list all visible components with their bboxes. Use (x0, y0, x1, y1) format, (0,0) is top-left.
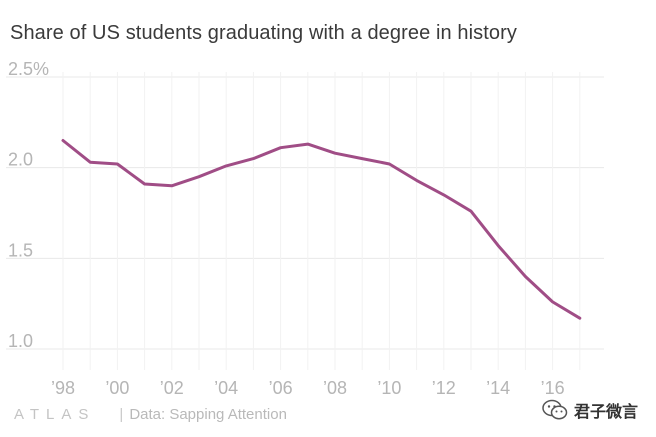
y-axis-ticks: 1.0 1.5 2.0 2.5% (8, 59, 49, 351)
chart-footer: ATLAS | Data: Sapping Attention (14, 404, 287, 424)
footer-separator: | (119, 405, 124, 423)
x-axis-ticks: ’98 ’00 ’02 ’04 ’06 ’08 ’10 ’12 ’14 ’16 (51, 378, 565, 398)
x-tick-label: ’12 (432, 378, 456, 398)
gridlines (6, 72, 604, 370)
x-tick-label: ’98 (51, 378, 75, 398)
atlas-logo: ATLAS (14, 405, 96, 423)
x-tick-label: ’08 (323, 378, 347, 398)
series-line (61, 139, 582, 320)
y-tick-label: 1.5 (8, 240, 33, 260)
data-source-label: Data: Sapping Attention (129, 405, 287, 423)
wechat-icon (542, 399, 568, 420)
x-tick-label: ’14 (486, 378, 510, 398)
x-tick-label: ’02 (160, 378, 184, 398)
y-tick-label: 2.5% (8, 59, 49, 79)
x-tick-label: ’10 (377, 378, 401, 398)
x-tick-label: ’04 (214, 378, 238, 398)
x-tick-label: ’06 (269, 378, 293, 398)
y-tick-label: 1.0 (8, 331, 33, 351)
watermark: 君子微言 (542, 398, 638, 422)
x-tick-label: ’16 (541, 378, 565, 398)
watermark-text: 君子微言 (574, 404, 639, 421)
x-tick-label: ’00 (105, 378, 129, 398)
series-layer (61, 139, 582, 320)
chart-title: Share of US students graduating with a d… (10, 22, 518, 44)
y-tick-label: 2.0 (8, 150, 33, 170)
